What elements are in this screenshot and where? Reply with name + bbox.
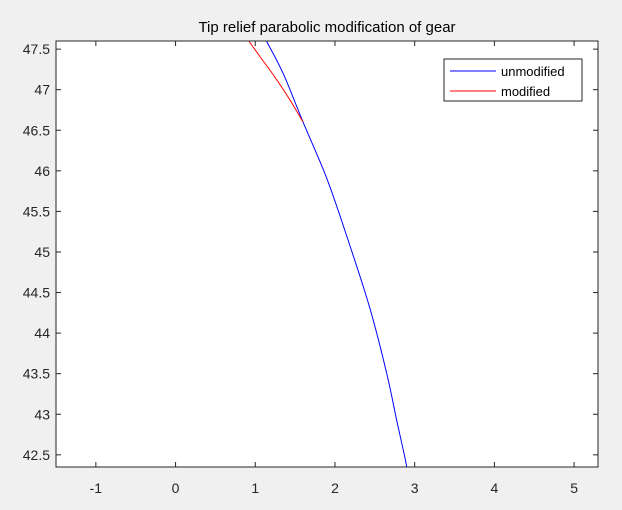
axes-background (56, 41, 598, 467)
x-tick-label: 1 (251, 480, 259, 496)
y-tick-label: 47 (34, 82, 50, 98)
y-tick-label: 43 (34, 406, 50, 422)
series-layer (248, 41, 408, 467)
legend-label-unmodified: unmodified (501, 64, 565, 79)
legend: unmodified modified (443, 58, 583, 102)
x-tick-label: -1 (90, 480, 103, 496)
y-tick-label: 45.5 (23, 203, 50, 219)
y-tick-label: 45 (34, 244, 50, 260)
axes-box (55, 40, 599, 468)
series-line-unmodified (265, 41, 408, 467)
y-tick-label: 46.5 (23, 122, 50, 138)
y-tick-label: 44.5 (23, 285, 50, 301)
ticks-layer: -1 0 1 2 3 4 542.54343.54444.54545.54646.54747… (23, 41, 598, 496)
y-tick-label: 42.5 (23, 447, 50, 463)
y-tick-label: 46 (34, 163, 50, 179)
y-tick-label: 43.5 (23, 366, 50, 382)
y-tick-label: 47.5 (23, 41, 50, 57)
x-tick-label: 3 (411, 480, 419, 496)
legend-box (443, 58, 583, 102)
x-tick-label: 5 (570, 480, 578, 496)
legend-label-modified: modified (501, 84, 550, 99)
x-tick-label: 4 (490, 480, 498, 496)
x-tick-label: 0 (172, 480, 180, 496)
x-tick-label: 2 (331, 480, 339, 496)
chart-title: Tip relief parabolic modification of gea… (198, 19, 455, 36)
series-line-modified (248, 41, 304, 123)
y-tick-label: 44 (34, 325, 50, 341)
